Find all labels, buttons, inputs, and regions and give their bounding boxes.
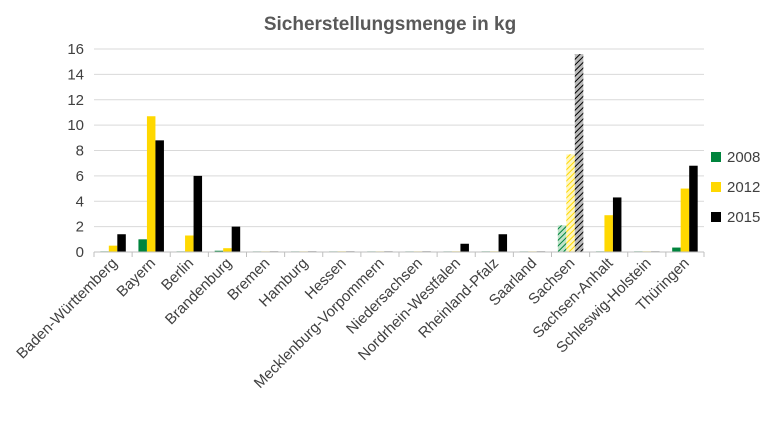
y-axis-ticks: 0 2 4 6 8 10 12 14 16 xyxy=(67,41,84,261)
y-tick-label: 4 xyxy=(76,193,84,210)
legend-swatch-2015 xyxy=(711,212,721,222)
bar-2015-2 xyxy=(193,175,203,252)
bar-2008-15 xyxy=(672,247,681,252)
y-tick-label: 14 xyxy=(67,66,84,83)
y-tick-label: 16 xyxy=(67,41,84,58)
x-axis xyxy=(93,251,705,257)
bar-2015-12 xyxy=(574,54,584,253)
legend-label-2008: 2008 xyxy=(727,149,760,166)
legend-label-2015: 2015 xyxy=(727,209,760,226)
bar-2012-1 xyxy=(146,116,156,253)
bar-2015-3 xyxy=(231,226,241,252)
category-label: Baden-Württemberg xyxy=(13,255,121,363)
legend: 2008 2012 2015 xyxy=(711,149,760,226)
category-label: Bayern xyxy=(113,255,159,301)
gridlines xyxy=(94,48,704,228)
bar-2015-9 xyxy=(460,243,469,252)
bar-2008-3 xyxy=(214,250,224,252)
legend-swatch-2008 xyxy=(711,152,721,162)
y-tick-label: 12 xyxy=(67,92,84,109)
bar-2012-3 xyxy=(223,248,232,252)
bar-2015-13 xyxy=(612,197,622,252)
bar-2012-13 xyxy=(604,215,613,252)
y-tick-label: 6 xyxy=(76,168,84,185)
bar-2015-1 xyxy=(155,140,164,252)
bar-2015-10 xyxy=(498,234,508,252)
bar-2015-15 xyxy=(689,165,698,252)
legend-swatch-2012 xyxy=(711,182,721,192)
bars xyxy=(100,54,698,253)
bar-2008-12 xyxy=(557,225,567,252)
bar-2015-0 xyxy=(117,234,126,252)
chart-title: Sicherstellungsmenge in kg xyxy=(264,14,516,35)
legend-label-2012: 2012 xyxy=(727,179,760,196)
y-tick-label: 8 xyxy=(76,143,84,160)
category-labels: Baden-WürttembergBayernBerlinBrandenburg… xyxy=(13,254,692,392)
bar-2012-0 xyxy=(108,245,118,252)
bar-2008-1 xyxy=(138,239,147,252)
bar-2012-2 xyxy=(185,235,194,252)
y-tick-label: 0 xyxy=(76,244,84,261)
y-tick-label: 2 xyxy=(76,219,84,236)
bar-2012-15 xyxy=(680,188,690,252)
y-tick-label: 10 xyxy=(67,117,84,134)
bar-2012-12 xyxy=(566,154,575,252)
